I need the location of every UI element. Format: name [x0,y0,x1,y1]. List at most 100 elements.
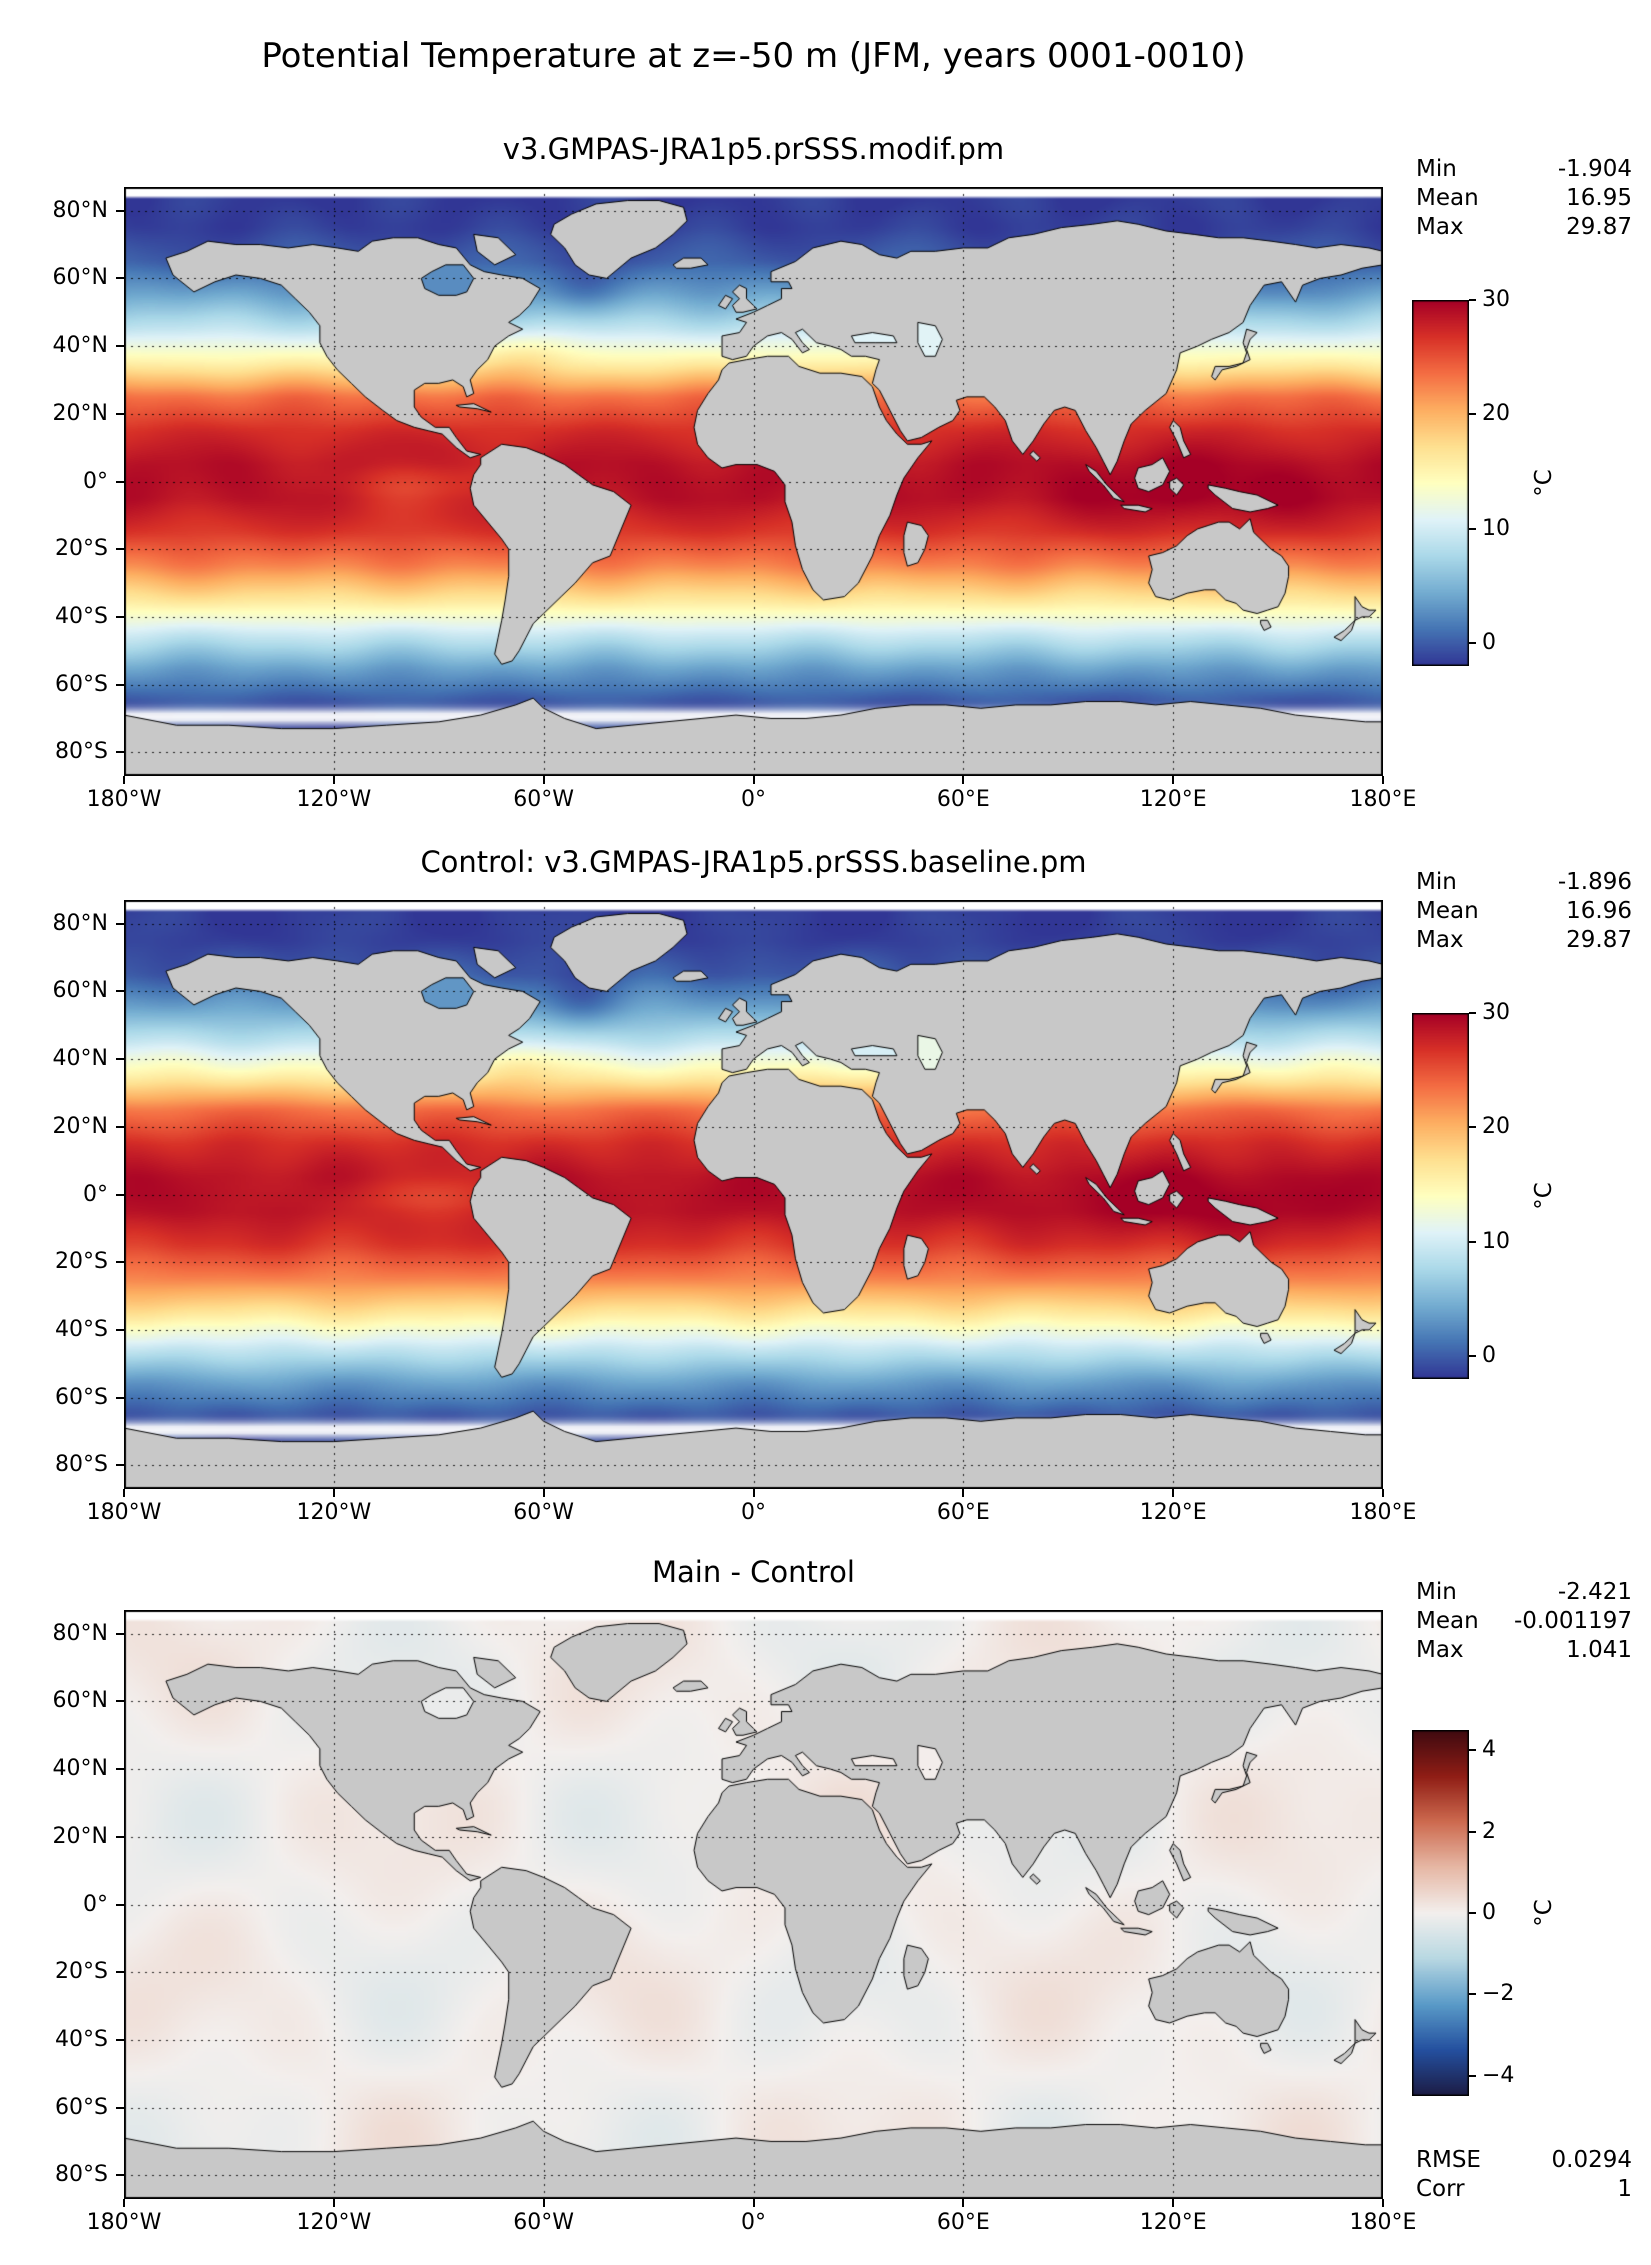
stat-mean-value: 16.96 [1566,898,1632,924]
stat-min-value: -1.904 [1557,156,1632,182]
lon-tick-mark [123,1489,125,1497]
lat-tick-mark [116,345,124,348]
lon-tick-label: 0° [741,1500,766,1525]
stat-min-value: -1.896 [1557,869,1632,895]
lat-tick-mark [116,277,124,280]
lat-tick-label: 60°S [55,1384,108,1410]
colorbar-tick-mark [1469,1012,1476,1014]
map-main [124,187,1383,776]
lat-tick-mark [116,1328,124,1331]
lon-tick-label: 120°E [1139,2210,1207,2235]
lon-tick-label: 0° [741,787,766,812]
lat-tick-mark [116,1193,124,1196]
lat-tick-label: 20°N [52,1113,108,1139]
lon-tick-mark [542,2199,545,2207]
lon-tick-mark [332,1489,335,1497]
corr-label: Corr [1416,2176,1465,2202]
lon-tick-mark [962,2199,965,2207]
colorbar-tick-label: 10 [1482,515,1510,541]
lat-tick-mark [116,1632,124,1635]
lat-tick-label: 40°S [55,2026,108,2052]
lat-tick-mark [116,209,124,212]
panel-title-diff: Main - Control [652,1555,855,1589]
panel-title-control: Control: v3.GMPAS-JRA1p5.prSSS.baseline.… [420,845,1087,879]
colorbar-ticks-control: 30 20 10 0 [1469,1000,1549,1379]
stat-max-value: 1.041 [1566,1637,1632,1663]
colorbar-tick-mark [1469,413,1476,416]
lat-tick-label: 40°N [52,333,108,359]
lat-tick-label: 40°N [52,1046,108,1072]
lon-tick-label: 60°W [513,1500,575,1525]
lon-tick-label: 60°E [936,2210,990,2235]
lat-tick-mark [116,548,124,551]
stat-max-value: 29.87 [1566,927,1632,953]
lat-tick-mark [116,615,124,618]
lon-tick-mark [1382,2199,1384,2207]
lon-tick-label: 180°W [86,787,162,812]
colorbar-tick-mark [1469,1749,1476,1752]
stat-row: Max 29.87 [1416,926,1632,955]
colorbar-main [1412,300,1469,666]
unit-label-main: °C [1530,469,1557,497]
rmse-corr-block: RMSE 0.0294 Corr 1 [1416,2146,1632,2204]
lat-tick-mark [116,1396,124,1399]
lat-tick-mark [116,922,124,925]
stat-max-label: Max [1416,927,1464,953]
colorbar-tick-mark [1469,642,1476,645]
stat-row: Min -2.421 [1416,1578,1632,1607]
lat-tick-label: 40°S [55,603,108,629]
stat-min-label: Min [1416,1579,1457,1605]
lon-tick-mark [752,2199,755,2207]
colorbar-tick-label: 30 [1482,287,1510,312]
figure-title: Potential Temperature at z=-50 m (JFM, y… [261,36,1246,76]
lat-tick-mark [116,1835,124,1838]
lon-tick-label: 180°W [86,1500,162,1525]
colorbar-tick-label: 20 [1482,1114,1510,1140]
stat-mean-label: Mean [1416,185,1479,211]
lat-tick-label: 20°S [55,536,108,562]
colorbar-tick-mark [1469,299,1476,301]
colorbar-ticks-diff: 4 2 0 −2 −4 [1469,1730,1549,2096]
lon-tick-mark [542,1489,545,1497]
colorbar-tick-mark [1469,2074,1476,2077]
stat-mean-value: -0.001197 [1513,1608,1632,1634]
stat-min-value: -2.421 [1557,1579,1632,1605]
lat-tick-mark [116,1125,124,1128]
lat-tick-label: 60°S [55,2094,108,2120]
x-axis-diff: 180°W 120°W 60°W 0° 60°E 120°E 180°E [87,2199,1416,2241]
colorbar-tick-label: 10 [1482,1228,1510,1254]
stat-row: Min -1.896 [1416,868,1632,897]
stat-row: RMSE 0.0294 [1416,2146,1632,2175]
lat-tick-label: 0° [83,1181,108,1207]
stat-max-value: 29.87 [1566,214,1632,240]
lon-tick-label: 120°W [296,787,372,812]
stat-row: Mean -0.001197 [1416,1607,1632,1636]
colorbar-tick-mark [1469,1240,1476,1243]
lat-tick-mark [116,2038,124,2041]
colorbar-ticks-main: 30 20 10 0 [1469,287,1549,666]
colorbar-diff [1412,1730,1469,2096]
stats-diff: Min -2.421 Mean -0.001197 Max 1.041 [1416,1578,1632,1665]
y-axis-control: 80°N 60°N 40°N 20°N 0° 20°S 40°S 60°S 80°S [0,900,124,1489]
colorbar-tick-label: 2 [1482,1818,1496,1844]
lat-tick-mark [116,1700,124,1703]
lon-tick-mark [1172,1489,1175,1497]
lat-tick-label: 60°N [52,265,108,291]
lon-tick-label: 60°W [513,2210,575,2235]
lon-tick-mark [752,1489,755,1497]
lon-tick-label: 60°E [936,787,990,812]
lat-tick-label: 80°S [55,739,108,765]
stat-row: Min -1.904 [1416,155,1632,184]
stat-row: Max 29.87 [1416,213,1632,242]
lon-tick-mark [1172,2199,1175,2207]
colorbar-tick-label: −2 [1482,1981,1515,2007]
lat-tick-mark [116,480,124,483]
colorbar-tick-mark [1469,1830,1476,1833]
lon-tick-label: 180°W [86,2210,162,2235]
lon-tick-label: 180°E [1349,787,1417,812]
lon-tick-mark [962,1489,965,1497]
lon-tick-label: 120°W [296,1500,372,1525]
lon-tick-mark [123,2199,125,2207]
lat-tick-mark [116,2106,124,2109]
lon-tick-label: 0° [741,2210,766,2235]
